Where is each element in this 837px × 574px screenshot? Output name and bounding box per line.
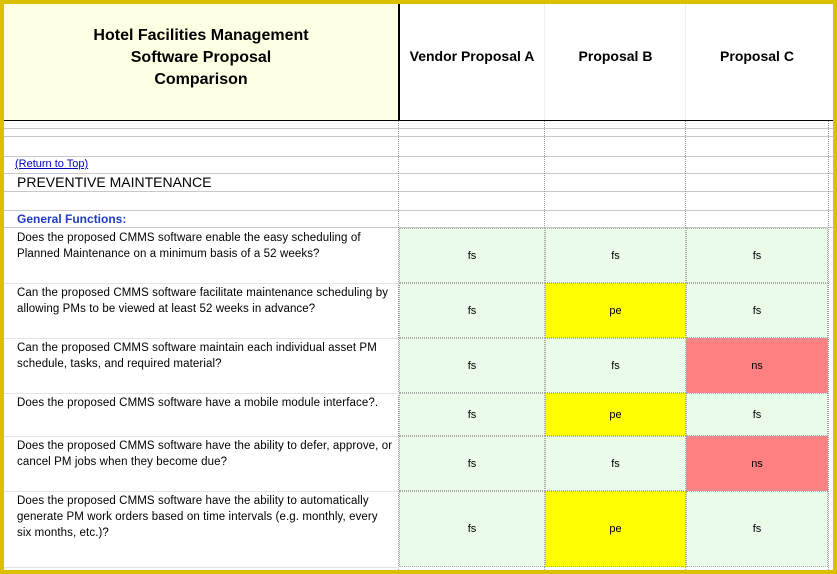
question: Can the proposed CMMS software facilitat… <box>17 287 389 315</box>
grid-line <box>4 393 399 394</box>
grid-line <box>4 338 399 339</box>
grid-line <box>4 436 399 437</box>
grid-line <box>4 156 833 157</box>
rating-cell: fs <box>399 393 545 436</box>
question: Does the proposed CMMS software have a m… <box>17 397 379 409</box>
subsection-title: General Functions: <box>17 212 127 226</box>
grid-line <box>4 191 833 192</box>
rating-cell: fs <box>399 283 545 338</box>
title-line: Comparison <box>154 71 248 88</box>
question: Does the proposed CMMS software have the… <box>17 440 393 468</box>
rating-cell: pe <box>545 491 686 567</box>
column-header: Proposal C <box>720 48 794 64</box>
rating-cell: pe <box>545 393 686 436</box>
grid-line <box>828 121 829 570</box>
divider <box>685 4 686 120</box>
grid-line <box>4 210 833 211</box>
rating-cell: fs <box>545 436 686 491</box>
rating-cell: fs <box>399 338 545 393</box>
grid-line <box>4 567 399 568</box>
grid-line <box>398 121 399 570</box>
question: Can the proposed CMMS software maintain … <box>17 342 377 370</box>
grid-line <box>4 283 399 284</box>
rating-cell: ns <box>686 338 828 393</box>
column-header: Proposal B <box>578 48 653 64</box>
rating-cell: fs <box>545 228 686 283</box>
grid-line <box>4 128 833 129</box>
rating-cell: fs <box>686 491 828 567</box>
question: Does the proposed CMMS software enable t… <box>17 232 361 260</box>
rating-cell: fs <box>545 338 686 393</box>
title-cell: Hotel Facilities Management Software Prop… <box>4 4 398 120</box>
rating-cell: fs <box>399 491 545 567</box>
grid-line <box>4 173 833 174</box>
divider <box>398 4 400 121</box>
divider <box>544 4 545 120</box>
rating-cell: fs <box>399 228 545 283</box>
grid-line <box>4 136 833 137</box>
title-line: Software Proposal <box>130 49 272 66</box>
rating-cell: pe <box>545 283 686 338</box>
title-line: Hotel Facilities Management <box>93 27 309 44</box>
section-title: PREVENTIVE MAINTENANCE <box>17 174 212 190</box>
rating-cell: ns <box>686 436 828 491</box>
grid-line <box>4 491 399 492</box>
title: Hotel Facilities Management Software Prop… <box>4 25 398 91</box>
question: Does the proposed CMMS software have the… <box>17 495 378 539</box>
rating-cell: fs <box>399 436 545 491</box>
rating-cell: fs <box>686 228 828 283</box>
return-link[interactable]: (Return to Top) <box>15 158 89 170</box>
rating-cell: fs <box>686 393 828 436</box>
rating-cell: fs <box>686 283 828 338</box>
divider <box>4 120 833 121</box>
column-header: Vendor Proposal A <box>409 48 535 64</box>
grid-line <box>4 227 833 228</box>
